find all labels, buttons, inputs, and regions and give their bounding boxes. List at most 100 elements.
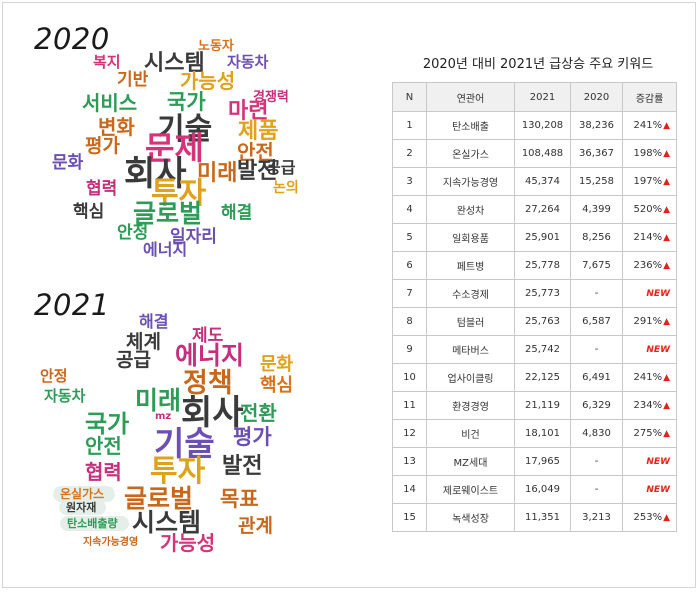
row-keyword: 텀블러 <box>426 307 515 336</box>
table-row: 3 지속가능경영 45,374 15,258 197%▲ <box>392 167 677 196</box>
word-highlight-pill <box>60 516 129 531</box>
row-keyword: 일회용품 <box>426 223 515 252</box>
table-row: 4 완성차 27,264 4,399 520%▲ <box>392 195 677 224</box>
cloud-word-2021: 지속가능경영 <box>83 537 139 548</box>
row-count-2020: 6,329 <box>570 391 623 420</box>
rate-value: 253% <box>633 512 663 523</box>
cloud-word-2021: 가능성 <box>160 531 216 555</box>
cloud-word-2020: 평가 <box>85 135 120 157</box>
table-row: 9 메타버스 25,742- NEW <box>392 335 677 364</box>
row-count-2020: 36,367 <box>570 139 623 168</box>
row-count-2021: 16,049 <box>514 475 571 504</box>
row-rate: 291%▲ <box>622 307 677 336</box>
rate-value: 275% <box>633 428 663 439</box>
row-count-2021: 25,763 <box>514 307 571 336</box>
rate-value: 198% <box>633 148 663 159</box>
cloud-word-2020: 공급 <box>266 158 296 177</box>
cloud-word-2020: 가능성 <box>180 69 236 93</box>
row-rate: NEW <box>622 335 677 364</box>
year-2020-heading: 2020 <box>34 22 110 56</box>
row-number: 8 <box>392 307 427 336</box>
new-badge: NEW <box>646 485 670 495</box>
increase-triangle-icon: ▲ <box>663 429 670 439</box>
new-badge: NEW <box>646 457 670 467</box>
cloud-word-2020: 미래 <box>197 161 238 186</box>
cloud-word-2021: 투자 <box>150 454 206 489</box>
row-number: 3 <box>392 167 427 196</box>
row-count-2021: 11,351 <box>514 503 571 532</box>
table-row: 5 일회용품 25,901 8,256 214%▲ <box>392 223 677 252</box>
row-count-2021: 27,264 <box>514 195 571 224</box>
row-count-2021: 108,488 <box>514 139 571 168</box>
cloud-word-2020: 회사 <box>124 154 187 194</box>
cloud-word-2020: 자동차 <box>227 53 269 71</box>
increase-triangle-icon: ▲ <box>663 513 670 523</box>
row-keyword: 완성차 <box>426 195 515 224</box>
cloud-word-2021: 탄소배출량 <box>67 517 118 530</box>
row-number: 11 <box>392 391 427 420</box>
cloud-word-2020: 문화 <box>52 153 84 173</box>
cloud-word-2021: 안전 <box>85 434 122 458</box>
cloud-word-2020: 마련 <box>228 99 269 124</box>
row-count-2020: 7,675 <box>570 251 623 280</box>
header-keyword: 연관어 <box>426 82 515 112</box>
cloud-word-2020: 논의 <box>273 180 299 196</box>
row-number: 4 <box>392 195 427 224</box>
row-keyword: 지속가능경영 <box>426 167 515 196</box>
row-count-2020: 15,258 <box>570 167 623 196</box>
increase-triangle-icon: ▲ <box>663 261 670 271</box>
cloud-word-2020: 변화 <box>98 115 135 139</box>
cloud-word-2021: 평가 <box>233 425 272 449</box>
cloud-word-2021: 체계 <box>126 331 161 353</box>
cloud-word-2020: 안정 <box>117 223 149 243</box>
cloud-word-2020: 핵심 <box>73 202 105 222</box>
table-title: 2020년 대비 2021년 급상승 주요 키워드 <box>422 57 654 72</box>
row-rate: 241%▲ <box>622 363 677 392</box>
row-count-2021: 25,773 <box>514 279 571 308</box>
cloud-word-2020: 기술 <box>157 112 213 147</box>
row-rate: 253%▲ <box>622 503 677 532</box>
cloud-word-2021: 미래 <box>135 386 182 415</box>
row-rate: NEW <box>622 475 677 504</box>
rate-value: 234% <box>633 400 663 411</box>
row-count-2020: 38,236 <box>570 111 623 140</box>
cloud-word-2021: 시스템 <box>132 508 202 537</box>
row-keyword: 환경경영 <box>426 391 515 420</box>
cloud-word-2020: 발전 <box>237 159 278 184</box>
row-count-2021: 25,778 <box>514 251 571 280</box>
table-row: 8 텀블러 25,763 6,587 291%▲ <box>392 307 677 336</box>
rate-value: 214% <box>633 232 663 243</box>
row-count-2021: 25,901 <box>514 223 571 252</box>
table-row: 1 탄소배출 130,208 38,236 241%▲ <box>392 111 677 140</box>
cloud-word-2020: 글로벌 <box>133 199 203 228</box>
cloud-word-2021: 정책 <box>183 368 233 399</box>
row-number: 15 <box>392 503 427 532</box>
cloud-word-2021: 목표 <box>220 487 259 511</box>
row-keyword: 탄소배출 <box>426 111 515 140</box>
increase-triangle-icon: ▲ <box>663 373 670 383</box>
cloud-word-2021: 발전 <box>222 454 263 479</box>
table-row: 11 환경경영 21,119 6,329 234%▲ <box>392 391 677 420</box>
row-keyword: 비건 <box>426 419 515 448</box>
rate-value: 241% <box>633 372 663 383</box>
row-count-2021: 17,965 <box>514 447 571 476</box>
cloud-word-2021: 회사 <box>181 393 244 433</box>
row-count-2020: - <box>570 447 623 476</box>
cloud-word-2020: 국가 <box>167 90 206 114</box>
increase-triangle-icon: ▲ <box>663 205 670 215</box>
row-keyword: 수소경제 <box>426 279 515 308</box>
new-badge: NEW <box>646 289 670 299</box>
cloud-word-2021: 협력 <box>85 460 122 484</box>
row-rate: 275%▲ <box>622 419 677 448</box>
row-number: 6 <box>392 251 427 280</box>
row-rate: 214%▲ <box>622 223 677 252</box>
row-count-2020: - <box>570 279 623 308</box>
row-keyword: 온실가스 <box>426 139 515 168</box>
word-highlight-pill <box>59 500 106 515</box>
increase-triangle-icon: ▲ <box>663 149 670 159</box>
header-2020: 2020 <box>570 82 623 112</box>
cloud-word-2020: 문제 <box>145 129 204 167</box>
row-count-2020: 3,213 <box>570 503 623 532</box>
row-count-2020: - <box>570 475 623 504</box>
